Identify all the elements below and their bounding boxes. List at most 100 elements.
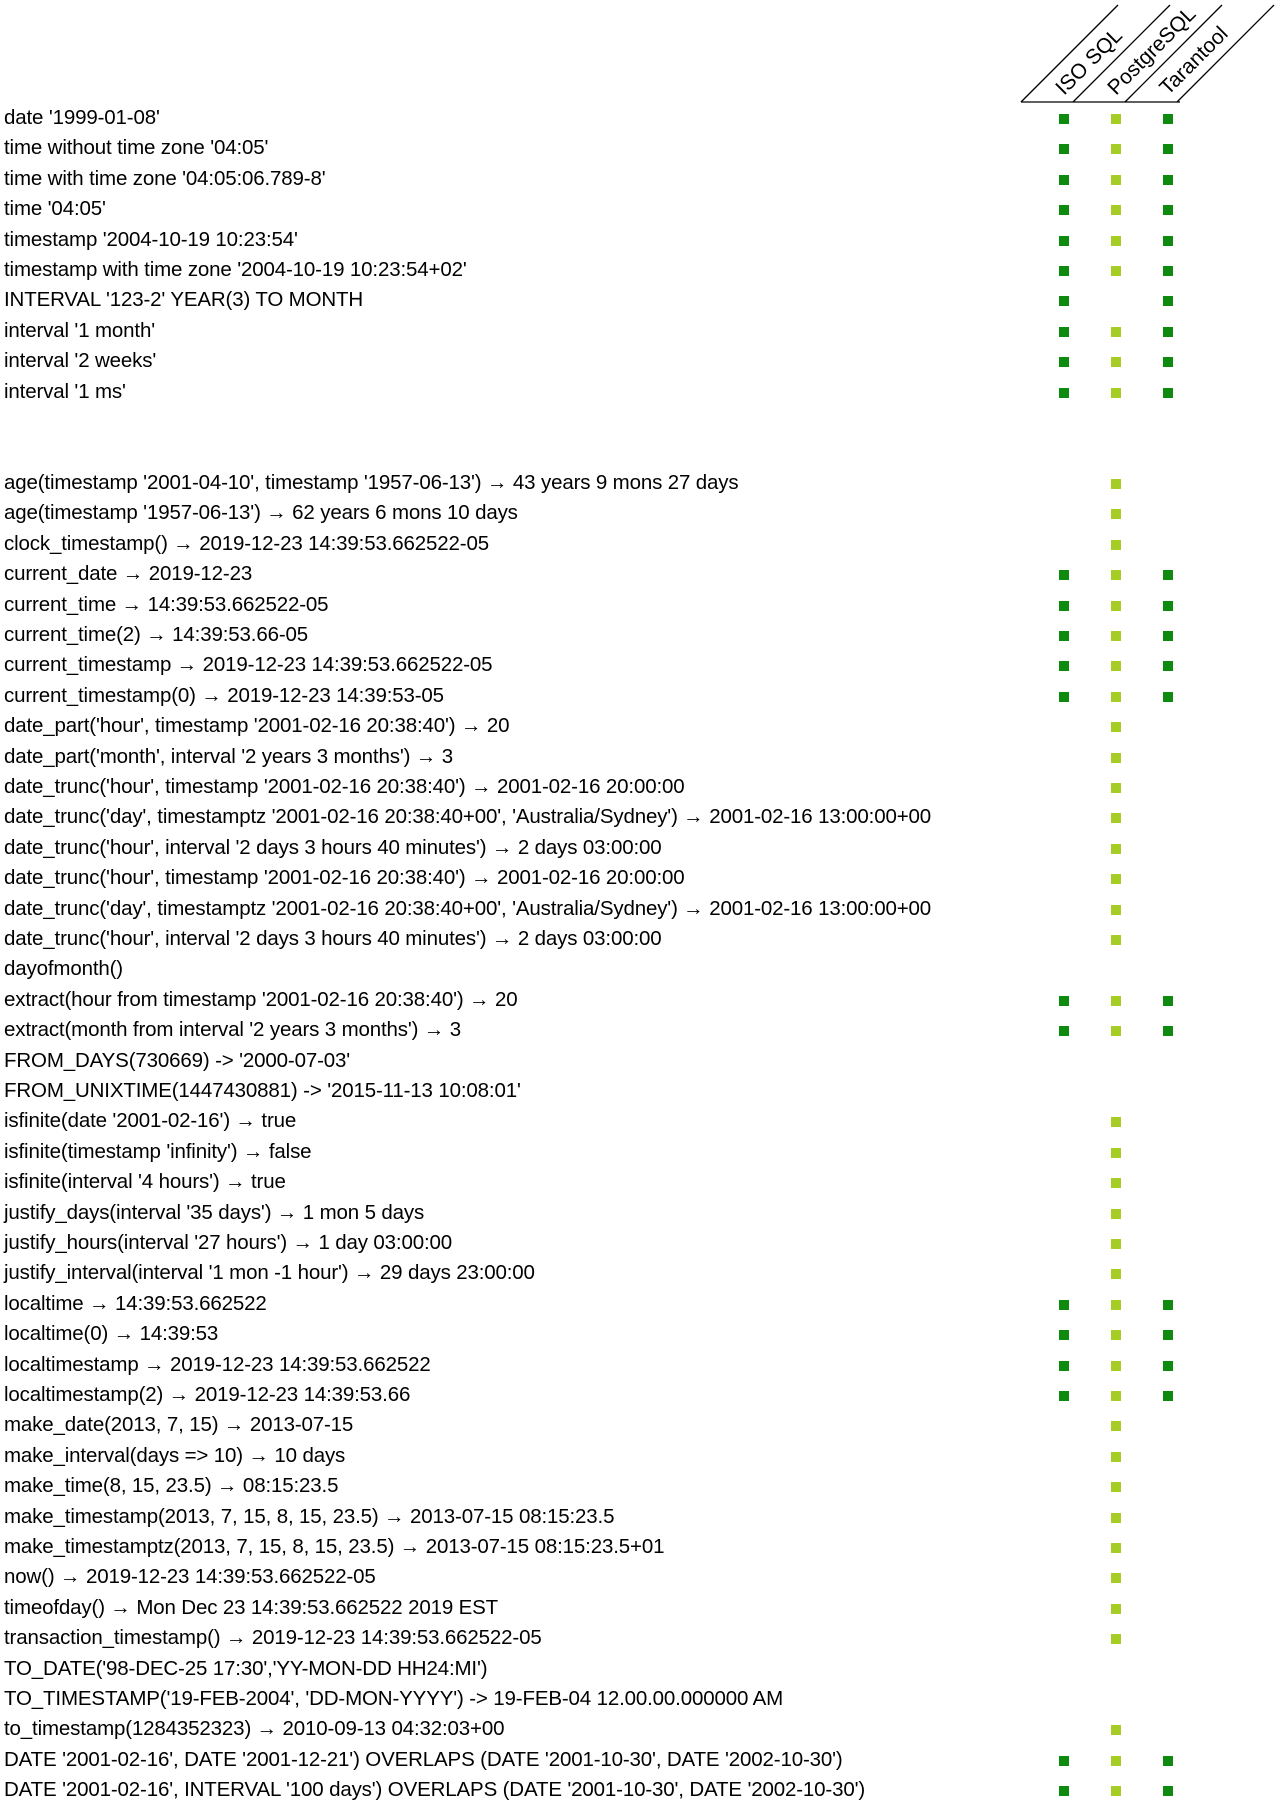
feature-row: make_time(8, 15, 23.5) → 08:15:23.5 [0,1471,1280,1501]
support-mark-tarantool [1163,326,1173,337]
feature-label: to_timestamp(1284352323) → 2010-09-13 04… [4,1717,505,1741]
feature-label: timestamp '2004-10-19 10:23:54' [4,227,298,251]
support-mark-iso-sql [1059,1755,1069,1766]
support-mark-tarantool [1163,266,1173,276]
feature-label: date_part('month', interval '2 years 3 m… [4,744,453,768]
support-mark-tarantool [1163,1360,1173,1371]
support-mark-postgresql [1111,631,1121,641]
feature-label: justify_days(interval '35 days') → 1 mon… [4,1200,425,1224]
feature-label: INTERVAL '123-2' YEAR(3) TO MONTH [4,288,364,312]
support-mark-postgresql [1111,1786,1121,1797]
feature-row: justify_hours(interval '27 hours') → 1 d… [0,1228,1280,1258]
feature-row: date '1999-01-08' [0,103,1280,133]
feature-label: time without time zone '04:05' [4,136,269,160]
support-mark-postgresql [1111,1543,1121,1553]
support-mark-postgresql [1111,1391,1121,1401]
feature-row: FROM_DAYS(730669) -> '2000-07-03' [0,1046,1280,1076]
feature-row: date_part('month', interval '2 years 3 m… [0,742,1280,772]
support-mark-iso-sql [1059,387,1069,398]
feature-row: current_date → 2019-12-23 [0,559,1280,589]
feature-label: time with time zone '04:05:06.789-8' [4,166,326,190]
support-mark-postgresql [1111,539,1121,550]
feature-row: timestamp with time zone '2004-10-19 10:… [0,255,1280,285]
feature-label: current_time(2) → 14:39:53.66-05 [4,623,309,646]
column-header-diagonals: ISO SQL PostgreSQL Tarantool [1020,2,1275,103]
support-mark-postgresql [1111,661,1121,672]
feature-row: FROM_UNIXTIME(1447430881) -> '2015-11-13… [0,1076,1280,1106]
feature-row: DATE '2001-02-16', DATE '2001-12-21') OV… [0,1745,1280,1775]
support-mark-postgresql [1111,813,1121,824]
support-mark-tarantool [1163,114,1173,124]
feature-label: isfinite(interval '4 hours') → true [4,1170,286,1194]
support-mark-postgresql [1111,995,1121,1006]
feature-row: date_trunc('day', timestamptz '2001-02-1… [0,894,1280,924]
support-mark-tarantool [1163,995,1173,1006]
feature-label: date_trunc('hour', timestamp '2001-02-16… [4,866,685,890]
support-mark-tarantool [1163,570,1173,581]
feature-row: justify_interval(interval '1 mon -1 hour… [0,1258,1280,1288]
feature-row: date_trunc('hour', interval '2 days 3 ho… [0,833,1280,863]
feature-row: dayofmonth() [0,954,1280,984]
support-mark-postgresql [1111,843,1121,854]
support-mark-iso-sql [1059,326,1069,337]
support-mark-postgresql [1111,1634,1121,1645]
feature-label: current_timestamp(0) → 2019-12-23 14:39:… [4,683,444,707]
support-mark-iso-sql [1059,1360,1069,1371]
support-mark-iso-sql [1059,570,1069,581]
support-mark-tarantool [1163,600,1173,611]
support-mark-postgresql [1111,1755,1121,1766]
feature-label: extract(month from interval '2 years 3 m… [4,1018,462,1042]
feature-row: current_time(2) → 14:39:53.66-05 [0,620,1280,650]
feature-row: interval '1 ms' [0,377,1280,407]
feature-row: localtimestamp → 2019-12-23 14:39:53.662… [0,1350,1280,1380]
column-header: ISO SQL PostgreSQL Tarantool [0,0,1280,110]
header-divider-3 [1124,4,1223,103]
support-mark-postgresql [1111,509,1121,520]
feature-row: justify_days(interval '35 days') → 1 mon… [0,1198,1280,1228]
support-mark-iso-sql [1059,1391,1069,1401]
feature-label: make_date(2013, 7, 15) → 2013-07-15 [4,1413,354,1437]
support-mark-tarantool [1163,387,1173,398]
support-mark-postgresql [1111,752,1121,763]
support-mark-postgresql [1111,144,1121,155]
feature-row: timestamp '2004-10-19 10:23:54' [0,225,1280,255]
feature-row: current_time → 14:39:53.662522-05 [0,590,1280,620]
feature-label: current_timestamp → 2019-12-23 14:39:53.… [4,653,493,677]
feature-label: date '1999-01-08' [4,106,160,129]
feature-label: current_date → 2019-12-23 [4,562,253,586]
support-mark-postgresql [1111,174,1121,185]
feature-label: transaction_timestamp() → 2019-12-23 14:… [4,1626,542,1650]
support-mark-postgresql [1111,1725,1121,1736]
support-mark-postgresql [1111,904,1121,915]
support-mark-postgresql [1111,1573,1121,1584]
support-mark-iso-sql [1059,235,1069,246]
header-divider-1 [1020,4,1119,103]
feature-label: date_trunc('hour', interval '2 days 3 ho… [4,927,662,950]
feature-row: current_timestamp(0) → 2019-12-23 14:39:… [0,681,1280,711]
support-mark-tarantool [1163,174,1173,185]
feature-row: date_trunc('hour', timestamp '2001-02-16… [0,863,1280,893]
support-mark-postgresql [1111,1512,1121,1523]
feature-label: interval '1 month' [4,318,155,342]
support-mark-postgresql [1111,691,1121,702]
support-mark-iso-sql [1059,144,1069,155]
support-mark-postgresql [1111,783,1121,793]
feature-label: TO_DATE('98-DEC-25 17:30','YY-MON-DD HH2… [4,1656,488,1680]
support-mark-tarantool [1163,631,1173,641]
support-mark-postgresql [1111,1117,1121,1128]
feature-label: FROM_UNIXTIME(1447430881) -> '2015-11-13… [4,1079,521,1102]
support-mark-tarantool [1163,144,1173,155]
feature-label: timestamp with time zone '2004-10-19 10:… [4,258,467,281]
support-mark-tarantool [1163,1786,1173,1797]
feature-label: DATE '2001-02-16', INTERVAL '100 days') … [4,1778,866,1802]
support-mark-iso-sql [1059,1299,1069,1310]
feature-label: interval '2 weeks' [4,349,157,373]
feature-label: DATE '2001-02-16', DATE '2001-12-21') OV… [4,1747,843,1771]
feature-label: justify_hours(interval '27 hours') → 1 d… [4,1231,453,1254]
feature-label: localtimestamp(2) → 2019-12-23 14:39:53.… [4,1383,411,1406]
support-mark-iso-sql [1059,174,1069,185]
support-mark-postgresql [1111,600,1121,611]
support-mark-postgresql [1111,114,1121,124]
support-mark-iso-sql [1059,1786,1069,1797]
feature-row: date_part('hour', timestamp '2001-02-16 … [0,711,1280,741]
